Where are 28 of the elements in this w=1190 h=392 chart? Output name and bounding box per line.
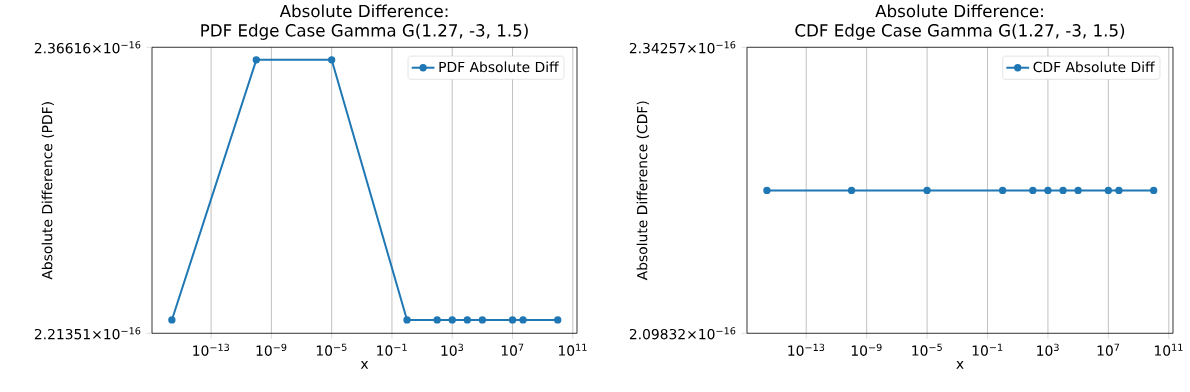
- x-tick-label: 10$^{3}$: [1037, 343, 1059, 356]
- x-tick-label: 10$^{−9}$: [256, 343, 287, 356]
- chart-subtitle: PDF Edge Case Gamma G(1.27, -3, 1.5): [201, 23, 528, 40]
- x-axis-title: x: [360, 360, 369, 369]
- y-tick-label: 2.36616×10$^{−16}$: [34, 41, 141, 54]
- x-tick-label: 10$^{11}$: [559, 343, 587, 356]
- x-tick-label: 10$^{7}$: [501, 343, 524, 356]
- x-tick-label: 10$^{−13}$: [193, 343, 230, 356]
- x-axis-title: x: [956, 360, 964, 369]
- chart-title: Absolute Difference:: [279, 4, 448, 18]
- y-axis-title: Absolute Difference (CDF): [636, 101, 650, 281]
- x-tick-label: 10$^{−13}$: [788, 343, 825, 356]
- legend-label: CDF Absolute Diff: [1033, 61, 1155, 73]
- chart-title: Absolute Difference:: [875, 4, 1043, 18]
- y-tick-label: 2.21351×10$^{−16}$: [34, 327, 141, 340]
- x-tick-label: 10$^{3}$: [441, 343, 464, 356]
- x-tick-label: 10$^{7}$: [1097, 343, 1120, 356]
- x-tick-label: 10$^{−5}$: [316, 343, 347, 356]
- legend-label: PDF Absolute Diff: [439, 61, 559, 73]
- x-tick-label: 10$^{−1}$: [377, 343, 407, 356]
- x-tick-label: 10$^{−5}$: [912, 343, 942, 356]
- y-axis-title: Absolute Difference (PDF): [41, 101, 55, 280]
- chart-subtitle: CDF Edge Case Gamma G(1.27, -3, 1.5): [795, 23, 1125, 40]
- x-tick-label: 10$^{−1}$: [972, 343, 1003, 356]
- x-tick-label: 10$^{−9}$: [851, 343, 882, 356]
- y-tick-label: 2.34257×10$^{−16}$: [629, 41, 736, 54]
- y-tick-label: 2.09832×10$^{−16}$: [629, 327, 736, 340]
- x-tick-label: 10$^{11}$: [1154, 343, 1183, 356]
